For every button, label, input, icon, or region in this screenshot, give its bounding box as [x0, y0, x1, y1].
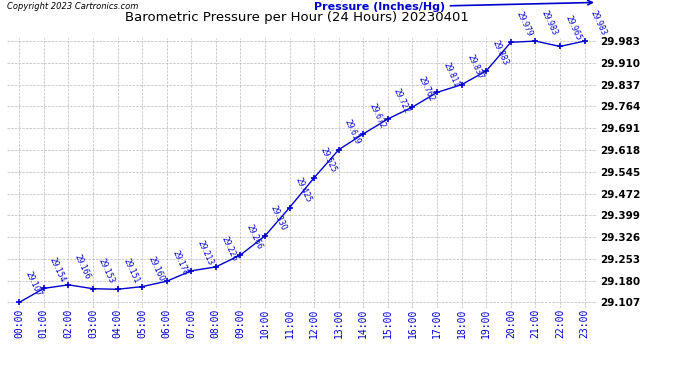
Text: 29.153: 29.153 [97, 257, 117, 285]
Text: 29.213: 29.213 [195, 239, 215, 267]
Text: 29.979: 29.979 [515, 10, 534, 38]
Text: 29.425: 29.425 [294, 176, 313, 203]
Text: 29.107: 29.107 [23, 270, 43, 298]
Text: 29.965: 29.965 [564, 14, 584, 42]
Text: 29.837: 29.837 [466, 53, 485, 81]
Text: 29.811: 29.811 [441, 61, 460, 88]
Text: 29.983: 29.983 [540, 9, 559, 37]
Text: 29.166: 29.166 [72, 253, 92, 280]
Text: 29.266: 29.266 [244, 223, 264, 251]
Text: 29.619: 29.619 [343, 118, 362, 146]
Text: 29.151: 29.151 [121, 257, 141, 285]
Text: 29.330: 29.330 [269, 204, 288, 232]
Text: 29.672: 29.672 [368, 102, 387, 130]
Text: 29.883: 29.883 [491, 39, 510, 67]
Text: 29.178: 29.178 [171, 249, 190, 277]
Text: 29.154: 29.154 [48, 256, 68, 284]
Text: Pressure (Inches/Hg): Pressure (Inches/Hg) [314, 0, 592, 12]
Text: 29.722: 29.722 [392, 87, 411, 115]
Text: 29.160: 29.160 [146, 255, 166, 282]
Text: Copyright 2023 Cartronics.com: Copyright 2023 Cartronics.com [7, 2, 138, 11]
Text: Barometric Pressure per Hour (24 Hours) 20230401: Barometric Pressure per Hour (24 Hours) … [125, 11, 469, 24]
Text: 29.983: 29.983 [589, 9, 608, 37]
Text: 29.226: 29.226 [220, 235, 239, 263]
Text: 29.762: 29.762 [417, 75, 436, 103]
Text: 29.525: 29.525 [318, 146, 337, 174]
